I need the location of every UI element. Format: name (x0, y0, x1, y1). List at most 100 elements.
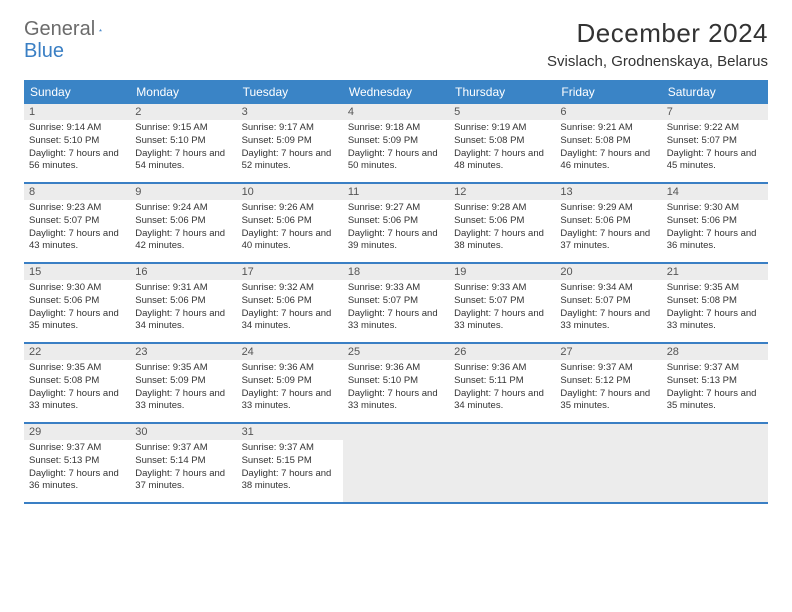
daylight: Daylight: 7 hours and 36 minutes. (29, 468, 125, 494)
day-info: Sunrise: 9:28 AMSunset: 5:06 PMDaylight:… (454, 202, 550, 253)
day-info: Sunrise: 9:36 AMSunset: 5:09 PMDaylight:… (242, 362, 338, 413)
sunrise: Sunrise: 9:30 AM (29, 282, 125, 295)
day-cell: 6Sunrise: 9:21 AMSunset: 5:08 PMDaylight… (555, 104, 661, 182)
sunset: Sunset: 5:11 PM (454, 375, 550, 388)
day-number: 19 (449, 264, 555, 280)
day-number: 14 (662, 184, 768, 200)
logo-word2: Blue (24, 40, 64, 63)
sunrise: Sunrise: 9:35 AM (135, 362, 231, 375)
daylight: Daylight: 7 hours and 33 minutes. (348, 308, 444, 334)
daylight: Daylight: 7 hours and 42 minutes. (135, 228, 231, 254)
day-info: Sunrise: 9:37 AMSunset: 5:12 PMDaylight:… (560, 362, 656, 413)
day-cell: 25Sunrise: 9:36 AMSunset: 5:10 PMDayligh… (343, 344, 449, 422)
daylight: Daylight: 7 hours and 35 minutes. (29, 308, 125, 334)
sunset: Sunset: 5:06 PM (242, 215, 338, 228)
day-info: Sunrise: 9:36 AMSunset: 5:10 PMDaylight:… (348, 362, 444, 413)
day-number: 30 (130, 424, 236, 440)
sunrise: Sunrise: 9:34 AM (560, 282, 656, 295)
sunrise: Sunrise: 9:37 AM (29, 442, 125, 455)
day-number: 5 (449, 104, 555, 120)
day-number: 22 (24, 344, 130, 360)
sunset: Sunset: 5:09 PM (348, 135, 444, 148)
sunset: Sunset: 5:06 PM (242, 295, 338, 308)
daylight: Daylight: 7 hours and 37 minutes. (560, 228, 656, 254)
day-number: 12 (449, 184, 555, 200)
day-info: Sunrise: 9:15 AMSunset: 5:10 PMDaylight:… (135, 122, 231, 173)
daylight: Daylight: 7 hours and 35 minutes. (667, 388, 763, 414)
daylight: Daylight: 7 hours and 52 minutes. (242, 148, 338, 174)
day-number: 13 (555, 184, 661, 200)
empty-cell (662, 424, 768, 502)
day-cell: 5Sunrise: 9:19 AMSunset: 5:08 PMDaylight… (449, 104, 555, 182)
sunrise: Sunrise: 9:33 AM (454, 282, 550, 295)
sunset: Sunset: 5:13 PM (29, 455, 125, 468)
sunset: Sunset: 5:07 PM (29, 215, 125, 228)
day-info: Sunrise: 9:35 AMSunset: 5:08 PMDaylight:… (667, 282, 763, 333)
sunrise: Sunrise: 9:23 AM (29, 202, 125, 215)
day-info: Sunrise: 9:30 AMSunset: 5:06 PMDaylight:… (667, 202, 763, 253)
day-cell: 24Sunrise: 9:36 AMSunset: 5:09 PMDayligh… (237, 344, 343, 422)
daylight: Daylight: 7 hours and 46 minutes. (560, 148, 656, 174)
daylight: Daylight: 7 hours and 40 minutes. (242, 228, 338, 254)
daylight: Daylight: 7 hours and 33 minutes. (348, 388, 444, 414)
sunset: Sunset: 5:08 PM (29, 375, 125, 388)
daylight: Daylight: 7 hours and 38 minutes. (242, 468, 338, 494)
sunset: Sunset: 5:07 PM (560, 295, 656, 308)
sunset: Sunset: 5:06 PM (135, 295, 231, 308)
sunset: Sunset: 5:07 PM (348, 295, 444, 308)
day-cell: 2Sunrise: 9:15 AMSunset: 5:10 PMDaylight… (130, 104, 236, 182)
sunrise: Sunrise: 9:19 AM (454, 122, 550, 135)
day-cell: 29Sunrise: 9:37 AMSunset: 5:13 PMDayligh… (24, 424, 130, 502)
day-number: 23 (130, 344, 236, 360)
daylight: Daylight: 7 hours and 33 minutes. (135, 388, 231, 414)
day-number: 26 (449, 344, 555, 360)
empty-cell (343, 424, 449, 502)
sunrise: Sunrise: 9:31 AM (135, 282, 231, 295)
sunset: Sunset: 5:10 PM (348, 375, 444, 388)
day-info: Sunrise: 9:30 AMSunset: 5:06 PMDaylight:… (29, 282, 125, 333)
day-info: Sunrise: 9:23 AMSunset: 5:07 PMDaylight:… (29, 202, 125, 253)
day-cell: 12 Sunrise: 9:28 AMSunset: 5:06 PMDayligh… (449, 184, 555, 262)
day-header-row: Sunday Monday Tuesday Wednesday Thursday… (24, 80, 768, 104)
daylight: Daylight: 7 hours and 43 minutes. (29, 228, 125, 254)
sunset: Sunset: 5:09 PM (242, 135, 338, 148)
day-cell: 11Sunrise: 9:27 AMSunset: 5:06 PMDayligh… (343, 184, 449, 262)
day-header: Saturday (662, 80, 768, 104)
day-cell: 13 Sunrise: 9:29 AMSunset: 5:06 PMDayligh… (555, 184, 661, 262)
week-row: 22Sunrise: 9:35 AMSunset: 5:08 PMDayligh… (24, 344, 768, 424)
sunset: Sunset: 5:14 PM (135, 455, 231, 468)
sunrise: Sunrise: 9:30 AM (667, 202, 763, 215)
sunrise: Sunrise: 9:36 AM (242, 362, 338, 375)
day-header: Friday (555, 80, 661, 104)
day-cell: 7Sunrise: 9:22 AMSunset: 5:07 PMDaylight… (662, 104, 768, 182)
sunrise: Sunrise: 9:28 AM (454, 202, 550, 215)
day-cell: 17Sunrise: 9:32 AMSunset: 5:06 PMDayligh… (237, 264, 343, 342)
day-header: Tuesday (237, 80, 343, 104)
sunset: Sunset: 5:06 PM (560, 215, 656, 228)
sunrise: Sunrise: 9:24 AM (135, 202, 231, 215)
sunrise: Sunrise: 9:37 AM (135, 442, 231, 455)
day-number: 7 (662, 104, 768, 120)
daylight: Daylight: 7 hours and 37 minutes. (135, 468, 231, 494)
sunset: Sunset: 5:08 PM (560, 135, 656, 148)
sunset: Sunset: 5:06 PM (135, 215, 231, 228)
day-info: Sunrise: 9:34 AMSunset: 5:07 PMDaylight:… (560, 282, 656, 333)
sunset: Sunset: 5:06 PM (348, 215, 444, 228)
day-info: Sunrise: 9:29 AMSunset: 5:06 PMDaylight:… (560, 202, 656, 253)
daylight: Daylight: 7 hours and 33 minutes. (560, 308, 656, 334)
day-info: Sunrise: 9:32 AMSunset: 5:06 PMDaylight:… (242, 282, 338, 333)
sunrise: Sunrise: 9:18 AM (348, 122, 444, 135)
day-info: Sunrise: 9:18 AMSunset: 5:09 PMDaylight:… (348, 122, 444, 173)
week-row: 1Sunrise: 9:14 AMSunset: 5:10 PMDaylight… (24, 104, 768, 184)
sunset: Sunset: 5:10 PM (29, 135, 125, 148)
day-number: 18 (343, 264, 449, 280)
empty-cell (449, 424, 555, 502)
sunrise: Sunrise: 9:37 AM (667, 362, 763, 375)
day-info: Sunrise: 9:27 AMSunset: 5:06 PMDaylight:… (348, 202, 444, 253)
day-cell: 18Sunrise: 9:33 AMSunset: 5:07 PMDayligh… (343, 264, 449, 342)
sunrise: Sunrise: 9:35 AM (667, 282, 763, 295)
sunrise: Sunrise: 9:35 AM (29, 362, 125, 375)
sunrise: Sunrise: 9:17 AM (242, 122, 338, 135)
day-number: 20 (555, 264, 661, 280)
daylight: Daylight: 7 hours and 45 minutes. (667, 148, 763, 174)
